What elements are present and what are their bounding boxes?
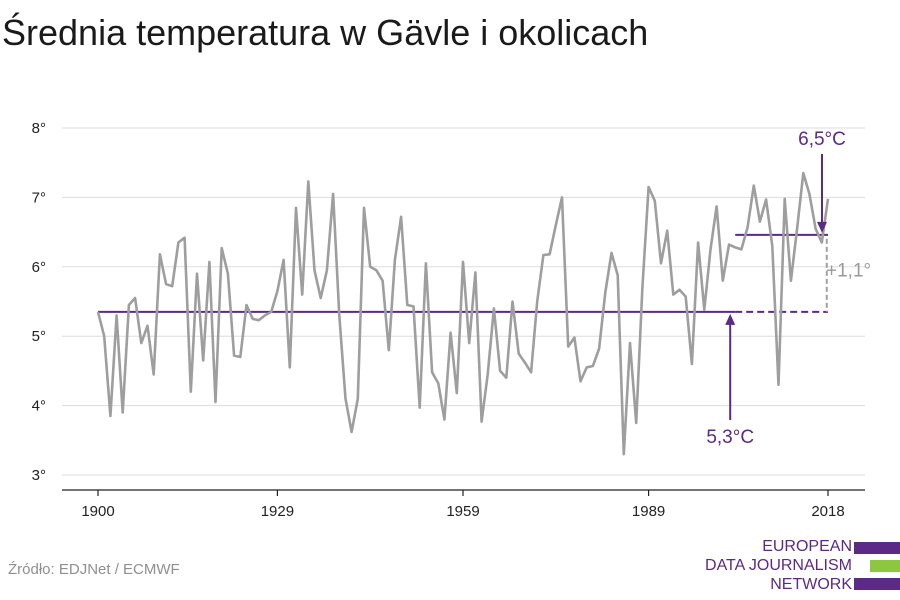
y-tick-label: 7°: [32, 189, 46, 206]
annotation-label: 5,3°C: [706, 427, 754, 448]
logo-bar-purple-bottom: [854, 578, 900, 590]
edjnet-logo: EUROPEAN DATA JOURNALISM NETWORK: [705, 538, 900, 598]
x-tick-label: 1929: [261, 503, 294, 520]
data-series: [96, 171, 830, 456]
arrow-head: [725, 313, 736, 325]
x-tick-label: 2018: [811, 503, 844, 520]
logo-line-3: NETWORK: [770, 576, 852, 593]
y-axis-ticks: 3° 4° 5° 6° 7° 8°: [32, 120, 46, 484]
gridlines: [62, 127, 865, 476]
x-tick-label: 1959: [446, 503, 479, 520]
logo-bar-purple-top: [854, 542, 900, 554]
y-tick-label: 4°: [32, 398, 46, 415]
logo-bar-green: [870, 560, 900, 572]
arrow-head: [817, 221, 827, 233]
x-tick-label: 1989: [632, 503, 665, 520]
x-axis: 1900 1929 1959 1989 2018: [62, 489, 865, 520]
y-tick-label: 3°: [32, 467, 46, 484]
temperature-series-line: [96, 171, 830, 456]
logo-line-2: DATA JOURNALISM: [705, 557, 852, 574]
y-tick-label: 6°: [32, 259, 46, 276]
annotation-label: +1,1°: [826, 261, 871, 282]
logo-line-1: EUROPEAN: [762, 538, 852, 555]
x-tick-label: 1900: [81, 503, 114, 520]
chart-title: Średnia temperatura w Gävle i okolicach: [2, 12, 649, 53]
annotation-label: 6,5°C: [798, 129, 846, 150]
y-tick-label: 8°: [32, 120, 46, 137]
y-tick-label: 5°: [32, 328, 46, 345]
source-note: Źródło: EDJNet / ECMWF: [8, 561, 180, 578]
annotations: 6,5°C 5,3°C +1,1°: [706, 129, 871, 448]
